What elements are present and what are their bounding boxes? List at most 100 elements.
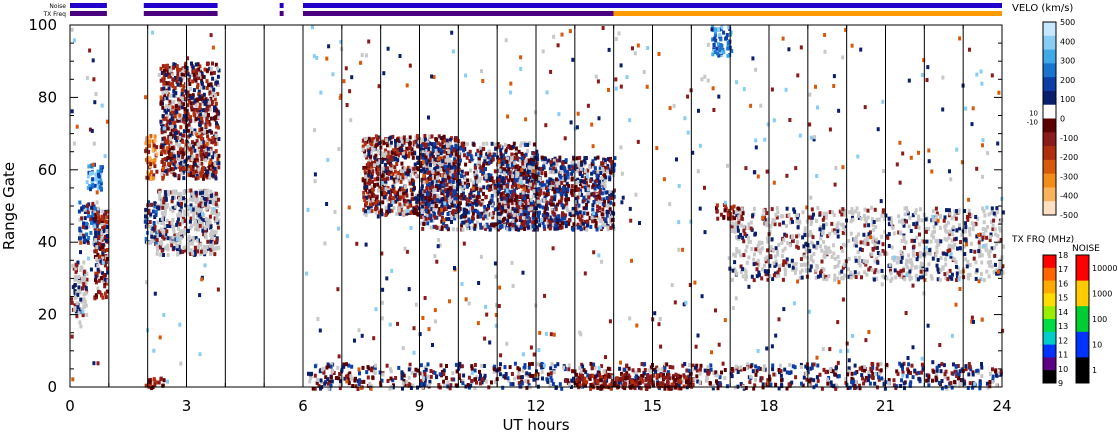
echo-cell [843,273,847,278]
echo-cell [378,185,382,190]
echo-cell [178,222,182,227]
echo-cell [186,128,190,133]
echo-cell [441,136,444,141]
echo-cell [736,225,740,230]
echo-cell [568,212,572,217]
echo-cell [576,164,580,169]
echo-cell [434,179,438,184]
echo-cell [364,137,367,142]
echo-cell [194,78,198,83]
echo-cell [214,209,218,214]
echo-cell [867,267,871,272]
echo-cell [494,142,497,147]
echo-cell [451,180,455,185]
echo-cell [450,169,454,174]
echo-cell [857,216,861,220]
echo-cell [496,142,500,147]
echo-cell [570,160,574,165]
echo-cell [445,138,449,143]
echo-cell [398,196,402,201]
echo-cell [167,190,171,195]
echo-cell [214,115,218,120]
echo-cell [433,212,436,217]
echo-cell [509,214,513,219]
echo-cell [401,187,405,192]
echo-cell [84,286,88,291]
echo-cell [950,272,954,277]
echo-cell [474,208,477,213]
noise-segment [303,3,1002,8]
echo-cell [545,179,549,184]
echo-cell [500,196,504,201]
echo-cell [392,195,396,200]
echo-cell [729,216,733,221]
echo-cell [198,64,202,69]
echo-cell [448,205,452,210]
echo-cell [515,178,519,183]
echo-cell [93,235,97,240]
echo-cell [559,225,562,230]
echo-cell [500,157,504,162]
echo-cell [489,212,493,217]
echo-cell [193,222,197,227]
echo-cell [541,205,545,210]
echo-cell [873,245,877,250]
echo-cell [507,193,511,198]
echo-cell [958,223,961,228]
echo-cell [211,76,215,81]
echo-cell [522,173,526,178]
echo-cell [161,114,165,119]
echo-cell [915,235,919,240]
echo-cell [176,251,180,256]
echo-cell [197,203,201,208]
echo-cell [605,169,609,174]
echo-cell [81,286,85,291]
echo-cell [445,182,449,187]
echo-cell [928,251,932,256]
echo-cell [449,172,453,177]
echo-cell [582,195,586,200]
echo-cell [531,166,535,171]
echo-cell [544,173,548,178]
echo-cell [144,207,148,212]
echo-cell [426,221,430,226]
echo-cell [439,167,443,172]
echo-cell [488,152,492,157]
echo-cell [899,231,903,236]
echo-cell [544,171,547,175]
echo-cell [180,96,184,101]
echo-cell [175,244,179,249]
echo-cell [168,155,172,160]
echo-cell [528,165,532,170]
echo-cell [815,263,819,268]
echo-cell [447,175,451,180]
echo-cell [907,224,911,229]
echo-cell [76,292,80,297]
echo-cell [503,167,507,172]
echo-cell [195,108,199,113]
echo-cell [170,124,173,129]
echo-cell [89,217,93,222]
echo-cell [378,159,382,164]
echo-cell [175,110,179,115]
echo-cell [944,257,948,262]
echo-cell [197,92,201,97]
echo-cell [472,197,475,202]
echo-cell [377,188,380,193]
echo-cell [106,225,109,229]
echo-cell [528,159,531,164]
echo-cell [105,281,109,286]
echo-cell [403,185,407,190]
echo-cell [402,191,406,196]
echo-cell [96,267,100,272]
echo-cell [187,188,191,193]
echo-cell [430,154,434,159]
echo-cell [427,134,431,139]
echo-cell [873,270,877,275]
echo-cell [89,230,93,235]
echo-cell [747,222,751,227]
echo-cell [931,256,935,261]
echo-cell [582,211,586,216]
echo-cell [535,187,539,192]
echo-cell [419,178,423,183]
